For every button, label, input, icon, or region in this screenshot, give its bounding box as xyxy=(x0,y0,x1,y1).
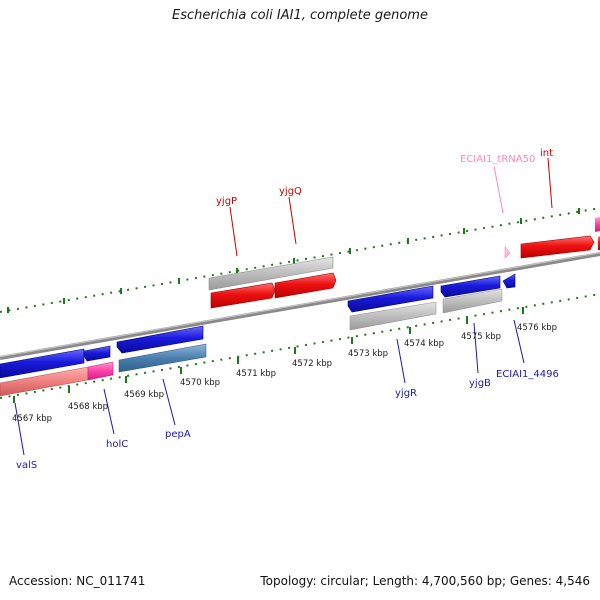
yjgR-cds-arrow xyxy=(347,285,434,313)
int-cds-arrow xyxy=(520,235,595,259)
page-title: Escherichia coli IAI1, complete genome xyxy=(172,8,428,23)
yjgB-cds-arrow xyxy=(440,275,501,298)
trna-label-leader xyxy=(493,165,504,214)
forward-gray-track xyxy=(208,256,334,291)
reverse-cds-arrows xyxy=(0,273,516,379)
kbp-label-4574: 4574 kbp xyxy=(404,339,444,349)
trna-marker xyxy=(504,246,511,259)
gene-label-valS: valS xyxy=(16,460,37,471)
kbp-label-4569: 4569 kbp xyxy=(124,390,164,400)
kbp-label-4572: 4572 kbp xyxy=(292,359,332,369)
forward-label-leaders xyxy=(229,157,553,257)
gray-track-yjgR xyxy=(349,301,437,331)
gene-label-yjgQ: yjgQ xyxy=(279,186,302,197)
gene-label-yjgB: yjgB xyxy=(469,378,491,389)
forward-cds-arrows xyxy=(210,235,600,309)
holC-cds-arrow xyxy=(83,345,111,362)
kbp-label-4568: 4568 kbp xyxy=(68,402,108,412)
kbp-label-4576: 4576 kbp xyxy=(517,323,557,333)
kbp-label-4570: 4570 kbp xyxy=(180,378,220,388)
gene-label-yjgP: yjgP xyxy=(216,196,237,207)
gene-label-holC: holC xyxy=(106,439,128,450)
kbp-label-4571: 4571 kbp xyxy=(236,369,276,379)
kbp-label-4573: 4573 kbp xyxy=(348,349,388,359)
top-major-ticks xyxy=(7,208,580,313)
valS-cds-arrow xyxy=(0,348,85,379)
rrna-marker-edge xyxy=(595,217,600,232)
kbp-label-4567: 4567 kbp xyxy=(12,414,52,424)
bottom-tick-ring xyxy=(0,293,600,399)
gene-label-yjgR: yjgR xyxy=(395,388,417,399)
gene-label-int: int xyxy=(540,148,553,159)
yjgP-cds-arrow xyxy=(210,282,276,309)
ECIAI1_4496-cds-arrow xyxy=(502,273,516,289)
pepA-cds-arrow xyxy=(116,325,204,354)
pink-rrna-track xyxy=(87,361,114,381)
gene-label-ECIAI1_4496: ECIAI1_4496 xyxy=(496,369,559,380)
reverse-secondary-track xyxy=(0,288,503,397)
steel-track xyxy=(118,343,207,373)
trna-label: ECIAI1_tRNA50 xyxy=(460,154,535,165)
genome-backbone xyxy=(0,252,600,360)
gray-track-yjgB xyxy=(442,288,503,314)
top-tick-ring xyxy=(0,207,600,313)
kbp-label-4575: 4575 kbp xyxy=(461,332,501,342)
accession-text: Accession: NC_011741 xyxy=(9,574,146,588)
genome-summary-text: Topology: circular; Length: 4,700,560 bp… xyxy=(260,574,590,588)
bottom-major-ticks xyxy=(13,307,524,403)
yjgQ-cds-arrow xyxy=(274,272,337,299)
gene-label-pepA: pepA xyxy=(165,429,191,440)
reverse-label-leaders xyxy=(14,319,525,456)
